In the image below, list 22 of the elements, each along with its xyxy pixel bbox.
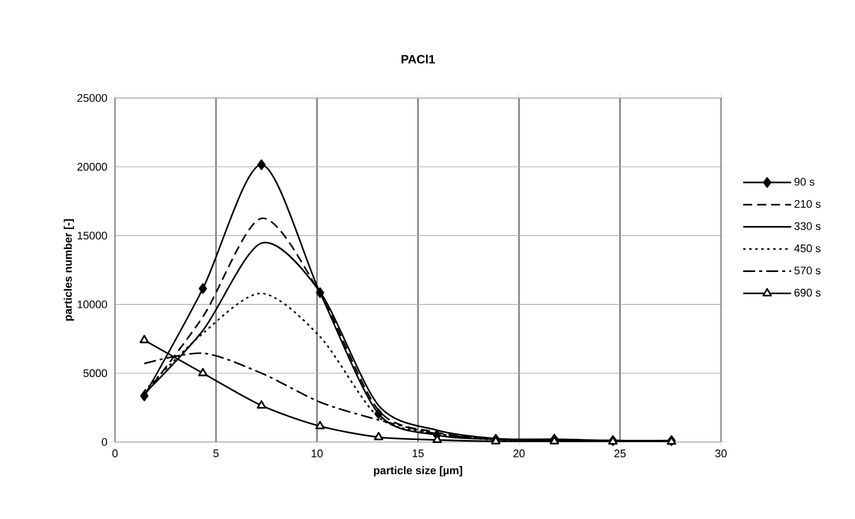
y-tick-label: 15000	[78, 232, 108, 240]
legend-label: 450 s	[794, 244, 820, 252]
x-tick-label: 10	[312, 450, 323, 458]
y-tick-label: 25000	[77, 94, 108, 102]
legend-label: 570 s	[794, 266, 820, 274]
x-tick-label: 5	[213, 450, 219, 458]
x-tick-label: 0	[112, 450, 118, 458]
x-tick-label: 20	[513, 450, 525, 458]
legend-label: 330 s	[794, 222, 820, 230]
legend-label: 690 s	[794, 288, 820, 297]
chart-title: PACl1	[402, 54, 435, 64]
x-axis-title: particle size [µm]	[374, 466, 462, 476]
legend-label: 90 s	[794, 178, 814, 186]
y-tick-label: 0	[102, 438, 108, 446]
y-tick-label: 5000	[83, 369, 108, 378]
x-tick-label: 15	[412, 450, 424, 458]
x-tick-label: 30	[715, 450, 727, 458]
y-tick-label: 20000	[77, 162, 108, 171]
y-tick-label: 10000	[78, 300, 108, 308]
y-axis-title: particles number [-]	[64, 219, 74, 321]
x-tick-label: 25	[614, 450, 626, 458]
legend-label: 210 s	[794, 200, 820, 208]
